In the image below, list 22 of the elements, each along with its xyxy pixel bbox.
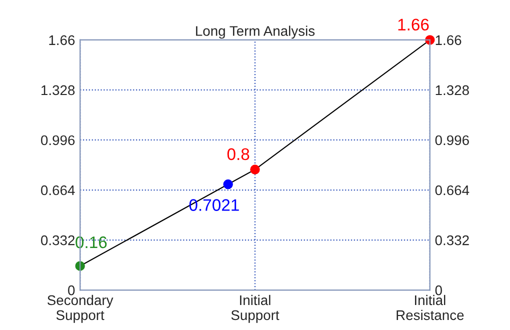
y2-tick-label: 1.328 — [436, 85, 469, 96]
x-tick-label: Secondary Support — [48, 294, 114, 323]
x-tick-label: Initial Resistance — [396, 294, 464, 320]
y-tick-label: 1.66 — [49, 35, 75, 46]
data-label: 0.8 — [227, 148, 250, 160]
y-tick-label: 1.328 — [42, 85, 75, 96]
y2-tick-label: 0.332 — [435, 235, 469, 246]
point — [250, 164, 260, 174]
y2-tick-label: 0.996 — [435, 135, 469, 146]
y-tick-label: 0.664 — [41, 185, 75, 196]
y-tick-label: 0.996 — [41, 135, 75, 146]
data-label: 0.7021 — [189, 199, 239, 211]
y2-tick-label: 0 — [435, 285, 442, 296]
y-tick-label: 0.332 — [41, 235, 75, 246]
y2-tick-label: 0.664 — [435, 185, 470, 196]
data-label: 1.66 — [398, 18, 429, 31]
point — [223, 179, 233, 190]
x-tick-label: Initial Support — [231, 294, 280, 323]
chart-title: Long Term Analysis — [196, 26, 315, 39]
y2-tick-label: 1.66 — [436, 35, 462, 46]
data-label: 0.16 — [76, 236, 107, 248]
y-tick-label: 0 — [68, 285, 75, 296]
